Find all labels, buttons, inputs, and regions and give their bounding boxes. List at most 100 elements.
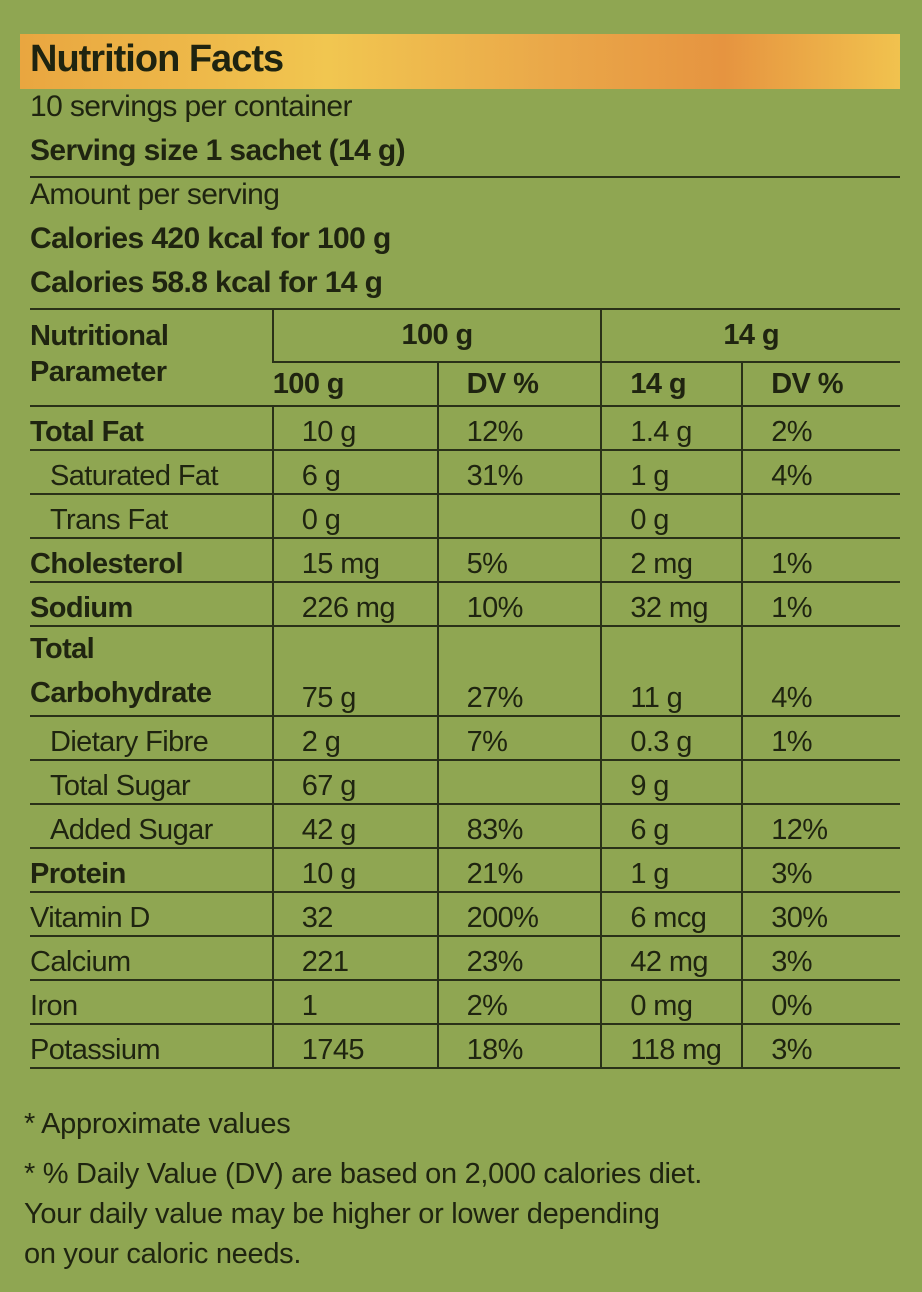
nutrient-name: Potassium (30, 1023, 273, 1069)
nutrient-name: Vitamin D (30, 891, 273, 937)
table-row: Sodium 226 mg 10% 32 mg 1% (30, 581, 900, 627)
dv-100g: 7% (436, 715, 602, 761)
param-header-line1: Nutritional (30, 320, 169, 352)
nutrient-name: Protein (30, 847, 273, 893)
dv-14g: 4% (741, 449, 900, 495)
value-100g: 32 (271, 891, 438, 937)
subheader: DV % (436, 361, 602, 407)
value-100g: 221 (271, 935, 438, 981)
dv-100g: 18% (436, 1023, 602, 1069)
dv-100g (436, 759, 602, 805)
nutrient-name: Cholesterol (30, 537, 273, 583)
divider (30, 176, 900, 178)
value-14g: 6 g (600, 803, 743, 849)
nutrient-name: Calcium (30, 935, 273, 981)
nutrient-name: Dietary Fibre (30, 715, 273, 761)
nutrient-name: Trans Fat (30, 493, 273, 539)
table-row: Cholesterol 15 mg 5% 2 mg 1% (30, 537, 900, 583)
nutrient-name: Total Sugar (30, 759, 273, 805)
nutrient-name: Sodium (30, 581, 273, 627)
value-100g: 67 g (271, 759, 438, 805)
dv-100g: 12% (436, 405, 602, 451)
dv-14g: 3% (741, 935, 900, 981)
dv-100g: 27% (436, 625, 602, 717)
dv-100g: 10% (436, 581, 602, 627)
table-row: Total Fat 10 g 12% 1.4 g 2% (30, 405, 900, 451)
value-14g: 0 g (600, 493, 743, 539)
value-14g: 11 g (600, 625, 743, 717)
dv-14g: 2% (741, 405, 900, 451)
serving-size: Serving size 1 sachet (14 g) (30, 134, 406, 167)
dv-100g: 200% (436, 891, 602, 937)
title-bar: Nutrition Facts (20, 34, 900, 89)
value-14g: 1.4 g (600, 405, 743, 451)
value-14g: 6 mcg (600, 891, 743, 937)
dv-14g (741, 493, 900, 539)
dv-100g: 21% (436, 847, 602, 893)
value-100g: 0 g (271, 493, 438, 539)
value-14g: 1 g (600, 449, 743, 495)
param-header: Nutritional Parameter (30, 308, 273, 407)
group-header-100g: 100 g (271, 308, 602, 363)
table-row: Protein 10 g 21% 1 g 3% (30, 847, 900, 893)
table-row: Vitamin D 32 200% 6 mcg 30% (30, 891, 900, 937)
table-subheader-row: 100 g DV % 14 g DV % (30, 361, 900, 407)
dv-14g: 30% (741, 891, 900, 937)
dv-100g: 83% (436, 803, 602, 849)
subheader: DV % (741, 361, 900, 407)
table-row: Potassium 1745 18% 118 mg 3% (30, 1023, 900, 1069)
dv-14g: 12% (741, 803, 900, 849)
page-title: Nutrition Facts (30, 38, 284, 80)
dv-14g: 3% (741, 847, 900, 893)
dv-14g (741, 759, 900, 805)
value-100g: 10 g (271, 405, 438, 451)
table-row: Added Sugar 42 g 83% 6 g 12% (30, 803, 900, 849)
nutrient-name: Total Fat (30, 405, 273, 451)
dv-14g: 0% (741, 979, 900, 1025)
table-row: Calcium 221 23% 42 mg 3% (30, 935, 900, 981)
dv-14g: 1% (741, 581, 900, 627)
dv-100g: 31% (436, 449, 602, 495)
nutrient-name: Iron (30, 979, 273, 1025)
value-100g: 15 mg (271, 537, 438, 583)
value-100g: 1 (271, 979, 438, 1025)
value-14g: 0.3 g (600, 715, 743, 761)
value-100g: 42 g (271, 803, 438, 849)
dv-100g: 5% (436, 537, 602, 583)
table-row: Total Carbohydrate 75 g 27% 11 g 4% (30, 625, 900, 717)
nutrition-table: Nutritional Parameter 100 g 14 g 100 g DV… (30, 308, 900, 1069)
calories-14g: Calories 58.8 kcal for 14 g (30, 266, 383, 299)
table-row: Iron 1 2% 0 mg 0% (30, 979, 900, 1025)
value-100g: 2 g (271, 715, 438, 761)
value-14g: 42 mg (600, 935, 743, 981)
value-14g: 9 g (600, 759, 743, 805)
amount-per-serving: Amount per serving (30, 178, 280, 211)
value-100g: 10 g (271, 847, 438, 893)
group-header-14g: 14 g (600, 308, 900, 363)
dv-100g (436, 493, 602, 539)
nutrient-name: Total Carbohydrate (30, 625, 273, 717)
footnote-dv-line3: on your caloric needs. (24, 1238, 302, 1270)
table-row: Dietary Fibre 2 g 7% 0.3 g 1% (30, 715, 900, 761)
footnote-dv-line1: * % Daily Value (DV) are based on 2,000 … (24, 1158, 703, 1190)
value-14g: 1 g (600, 847, 743, 893)
value-14g: 118 mg (600, 1023, 743, 1069)
value-100g: 75 g (271, 625, 438, 717)
value-100g: 226 mg (271, 581, 438, 627)
value-100g: 6 g (271, 449, 438, 495)
value-100g: 1745 (271, 1023, 438, 1069)
calories-100g: Calories 420 kcal for 100 g (30, 222, 391, 255)
dv-14g: 4% (741, 625, 900, 717)
subheader: 14 g (600, 361, 743, 407)
dv-100g: 2% (436, 979, 602, 1025)
dv-14g: 3% (741, 1023, 900, 1069)
nutrient-name: Saturated Fat (30, 449, 273, 495)
nutrient-name: Added Sugar (30, 803, 273, 849)
param-header-line2: Parameter (30, 356, 167, 388)
value-14g: 0 mg (600, 979, 743, 1025)
footnote-dv-line2: Your daily value may be higher or lower … (24, 1198, 660, 1230)
table-header-row: Nutritional Parameter 100 g 14 g (30, 308, 900, 407)
table-row: Saturated Fat 6 g 31% 1 g 4% (30, 449, 900, 495)
value-14g: 2 mg (600, 537, 743, 583)
